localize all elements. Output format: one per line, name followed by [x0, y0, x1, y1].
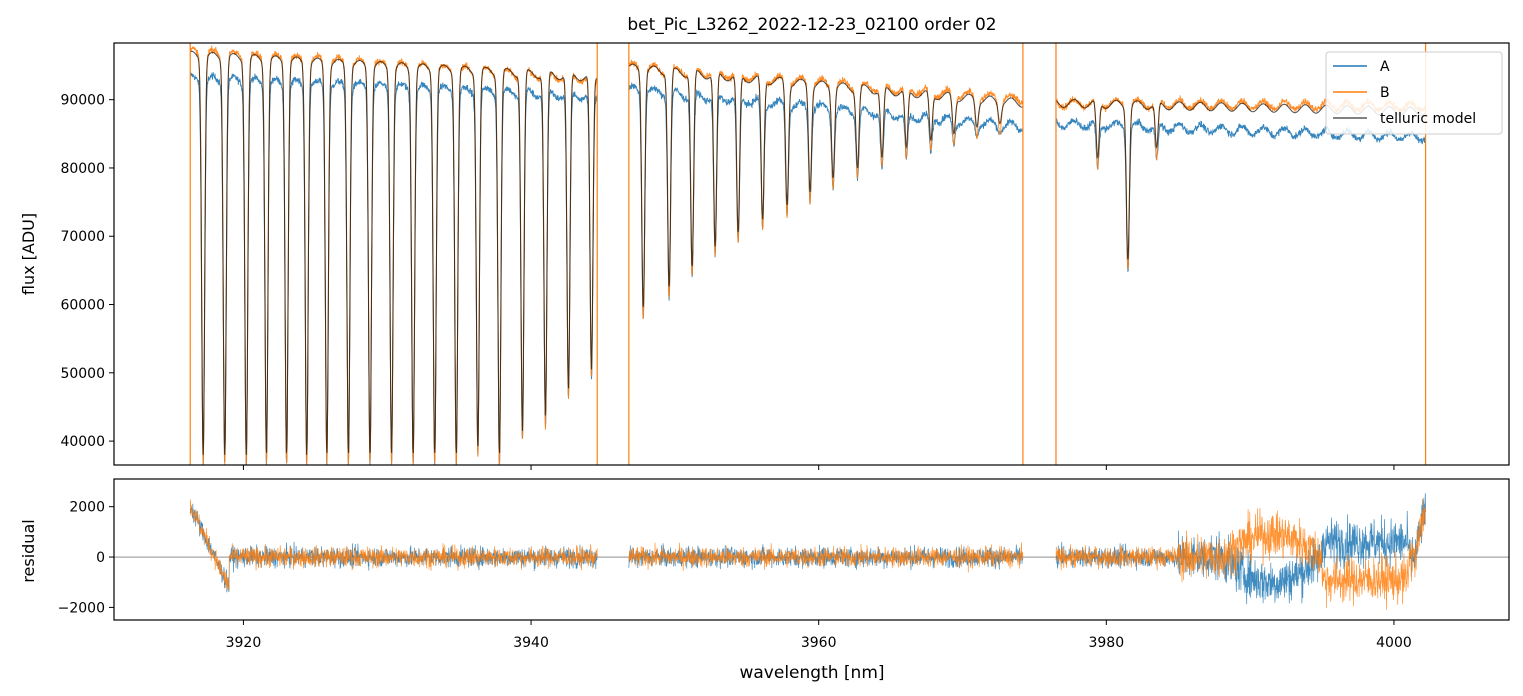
top-y-axis: 40000 50000 60000 70000 80000 90000 — [60, 93, 114, 450]
telluric-model-line — [628, 63, 1023, 307]
legend-box — [1325, 51, 1503, 135]
residual-b-line — [1055, 497, 1426, 610]
telluric-model-line — [190, 50, 598, 455]
top-x-axis — [242, 465, 1395, 470]
legend-label-telluric: telluric model — [1380, 111, 1476, 127]
bottom-y-axis-label: residual — [19, 519, 38, 582]
residual-b-line — [628, 542, 1024, 573]
top-axes-frame — [113, 42, 1510, 466]
y-tick-label: 80000 — [60, 161, 105, 177]
bottom-x-axis: 3920 3940 3960 3980 4000 — [226, 620, 1412, 651]
series-a-line — [628, 82, 1024, 319]
x-tick-label: 3920 — [226, 635, 262, 651]
series-a-line — [1055, 117, 1427, 273]
bottom-plot-area — [114, 493, 1509, 610]
y-tick-label: 50000 — [60, 366, 105, 382]
top-plot-area — [189, 43, 1427, 465]
bottom-y-axis: −2000 0 2000 — [58, 500, 114, 616]
residual-b-line — [189, 499, 598, 591]
x-tick-label: 4000 — [1376, 635, 1412, 651]
y-tick-label: 70000 — [60, 229, 105, 245]
bottom-panel: −2000 0 2000 3920 3940 3960 3980 4000 residual… — [19, 478, 1510, 683]
y-tick-label: 90000 — [60, 93, 105, 109]
y-tick-label: −2000 — [58, 600, 105, 616]
bottom-axes-frame — [113, 478, 1510, 621]
legend-label-a: A — [1380, 59, 1390, 75]
top-y-axis-label: flux [ADU] — [19, 213, 38, 295]
y-tick-label: 2000 — [69, 500, 105, 516]
x-axis-label: wavelength [nm] — [739, 663, 884, 683]
legend-label-b: B — [1380, 85, 1390, 101]
x-tick-label: 3960 — [801, 635, 837, 651]
x-tick-label: 3980 — [1088, 635, 1124, 651]
y-tick-label: 0 — [96, 550, 105, 566]
top-panel: bet_Pic_L3262_2022-12-23_02100 order 02 … — [19, 15, 1510, 470]
y-tick-label: 60000 — [60, 298, 105, 314]
chart-title: bet_Pic_L3262_2022-12-23_02100 order 02 — [627, 15, 996, 35]
legend: A B telluric model — [1325, 51, 1503, 135]
x-tick-label: 3940 — [513, 635, 549, 651]
y-tick-label: 40000 — [60, 434, 105, 450]
